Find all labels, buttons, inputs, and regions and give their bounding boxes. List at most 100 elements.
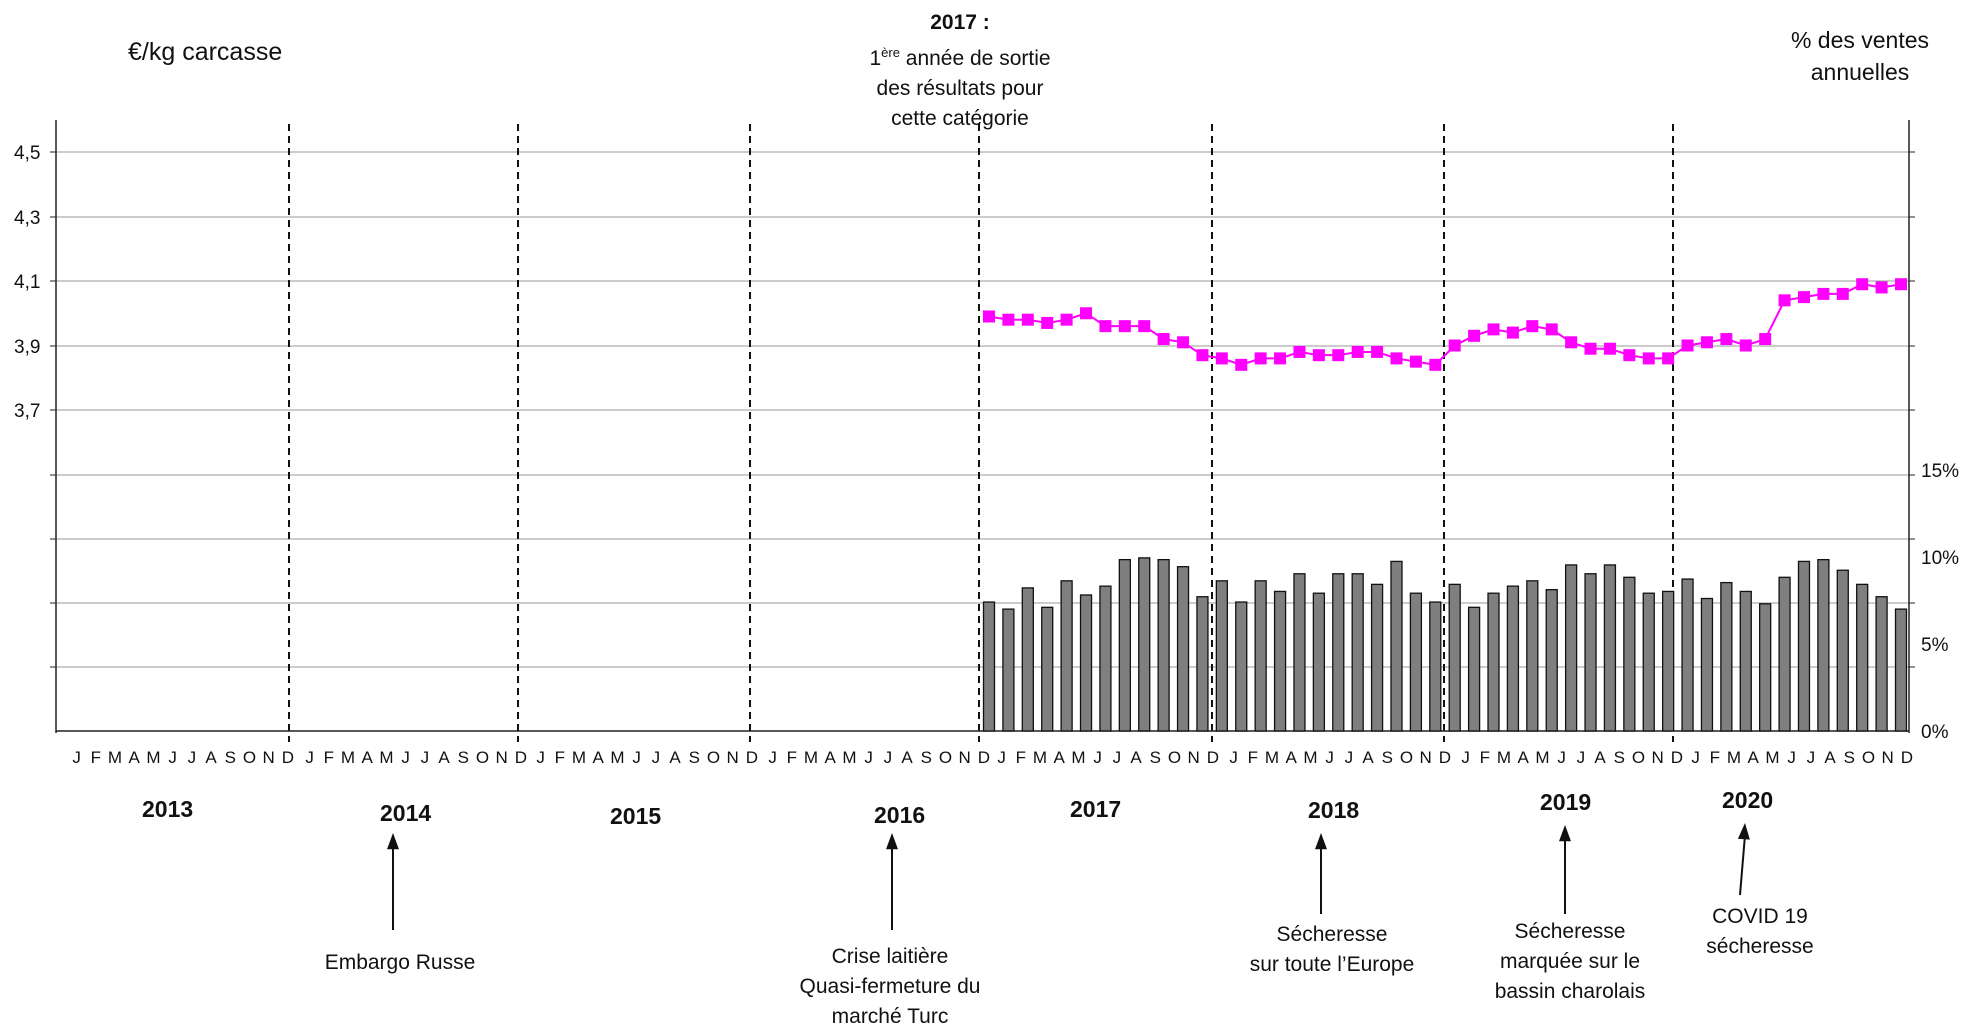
sales-share-bar	[1526, 580, 1539, 732]
sales-share-bar	[1681, 578, 1694, 732]
price-point	[1138, 320, 1151, 333]
price-point	[1429, 358, 1442, 371]
price-point	[1895, 278, 1907, 291]
sales-share-bar	[1273, 590, 1287, 732]
month-tick-label: F	[1480, 748, 1490, 767]
month-tick-label: M	[108, 748, 122, 767]
month-tick-label: S	[1150, 748, 1161, 767]
sales-share-bar	[1564, 564, 1578, 732]
annotation-crise-laitiere: Crise laitière Quasi-fermeture du marché…	[799, 945, 981, 1028]
month-tick-label: O	[476, 748, 489, 767]
event-header-line3: cette catégorie	[891, 107, 1029, 130]
gridlines	[56, 151, 1909, 668]
price-point	[1060, 313, 1073, 326]
month-tick-label: J	[652, 748, 661, 767]
sales-share-bar	[1312, 592, 1326, 732]
sales-share-bar	[1060, 580, 1073, 732]
month-tick-label: J	[305, 748, 314, 767]
month-tick-label: O	[707, 748, 720, 767]
month-tick-label: J	[632, 748, 641, 767]
price-point	[1293, 345, 1306, 358]
month-tick-label: O	[1168, 748, 1181, 767]
sales-share-bar	[1856, 583, 1869, 732]
price-point	[1157, 333, 1170, 346]
month-tick-label: D	[515, 748, 527, 767]
sales-share-bar	[1254, 580, 1267, 732]
price-point	[1080, 307, 1093, 320]
right-axis-ticks: 15% 10% 5% 0%	[1921, 461, 1959, 743]
price-point	[1700, 336, 1713, 349]
price-point	[1002, 313, 1015, 326]
month-tick-label: J	[536, 748, 545, 767]
right-axis-title-line1: % des ventes	[1790, 27, 1930, 53]
sales-share-bars	[982, 557, 1908, 732]
month-tick-label: A	[205, 748, 217, 767]
month-tick-label: M	[1071, 748, 1085, 767]
price-point	[1468, 329, 1481, 342]
month-tick-label: M	[804, 748, 818, 767]
price-point	[1875, 281, 1888, 294]
left-tick-label: 4,5	[14, 143, 40, 164]
sales-share-bar	[1409, 592, 1423, 732]
sales-share-bar	[1720, 581, 1733, 732]
month-tick-label: M	[1497, 748, 1511, 767]
price-point	[1235, 358, 1248, 371]
sales-share-bar	[1138, 557, 1151, 732]
month-tick-label: J	[768, 748, 777, 767]
price-point	[1720, 333, 1733, 346]
left-tick-label: 4,3	[14, 208, 40, 229]
month-tick-label: S	[1382, 748, 1393, 767]
sales-share-bar	[1235, 601, 1248, 732]
price-point	[1448, 339, 1461, 352]
month-tick-label: O	[1632, 748, 1645, 767]
sales-share-bar	[1099, 585, 1112, 732]
annotation-arrows	[387, 823, 1750, 930]
month-tick-label: J	[1557, 748, 1566, 767]
month-tick-label: J	[1113, 748, 1122, 767]
month-tick-label: N	[959, 748, 971, 767]
month-tick-label: D	[282, 748, 294, 767]
event-header: 2017 : 1ère année de sortie des résultat…	[830, 8, 1090, 134]
month-tick-label: N	[1652, 748, 1664, 767]
price-point	[1603, 342, 1616, 355]
price-point	[1177, 336, 1190, 349]
month-tick-label: M	[379, 748, 393, 767]
price-point	[1836, 287, 1849, 300]
sales-share-bar	[1021, 587, 1034, 732]
sales-share-bar	[1875, 596, 1888, 732]
month-tick-label: N	[1882, 748, 1894, 767]
left-tick-label: 3,9	[14, 337, 40, 358]
month-tick-label: D	[746, 748, 758, 767]
sales-share-bar	[1467, 606, 1481, 732]
month-tick-label: M	[1303, 748, 1317, 767]
sales-share-bar	[1836, 569, 1849, 732]
month-tick-label: S	[458, 748, 469, 767]
month-tick-label: J	[1787, 748, 1796, 767]
sales-share-bar	[1778, 576, 1791, 732]
arrow-covid	[1739, 834, 1746, 896]
month-tick-label: D	[978, 748, 990, 767]
month-tick-label: J	[1577, 748, 1586, 767]
price-point	[1526, 320, 1539, 333]
month-tick-label: J	[1345, 748, 1354, 767]
price-point	[1797, 291, 1810, 304]
price-point	[1390, 352, 1403, 365]
price-point	[1642, 352, 1655, 365]
sales-share-bar	[982, 601, 996, 732]
price-point	[1351, 345, 1364, 358]
month-tick-label: J	[1807, 748, 1816, 767]
sales-share-bar	[1661, 590, 1675, 732]
month-tick-label: F	[787, 748, 797, 767]
month-tick-label: J	[1093, 748, 1102, 767]
price-line	[983, 278, 1907, 371]
sales-share-bar	[1002, 608, 1015, 732]
month-tick-label: S	[225, 748, 236, 767]
axes	[50, 120, 1915, 733]
month-tick-label: A	[1054, 748, 1066, 767]
right-tick-label: 0%	[1921, 722, 1949, 743]
price-point	[1254, 352, 1267, 365]
price-point	[1545, 323, 1558, 336]
sales-share-bar	[1700, 597, 1714, 732]
price-point	[1099, 320, 1112, 333]
